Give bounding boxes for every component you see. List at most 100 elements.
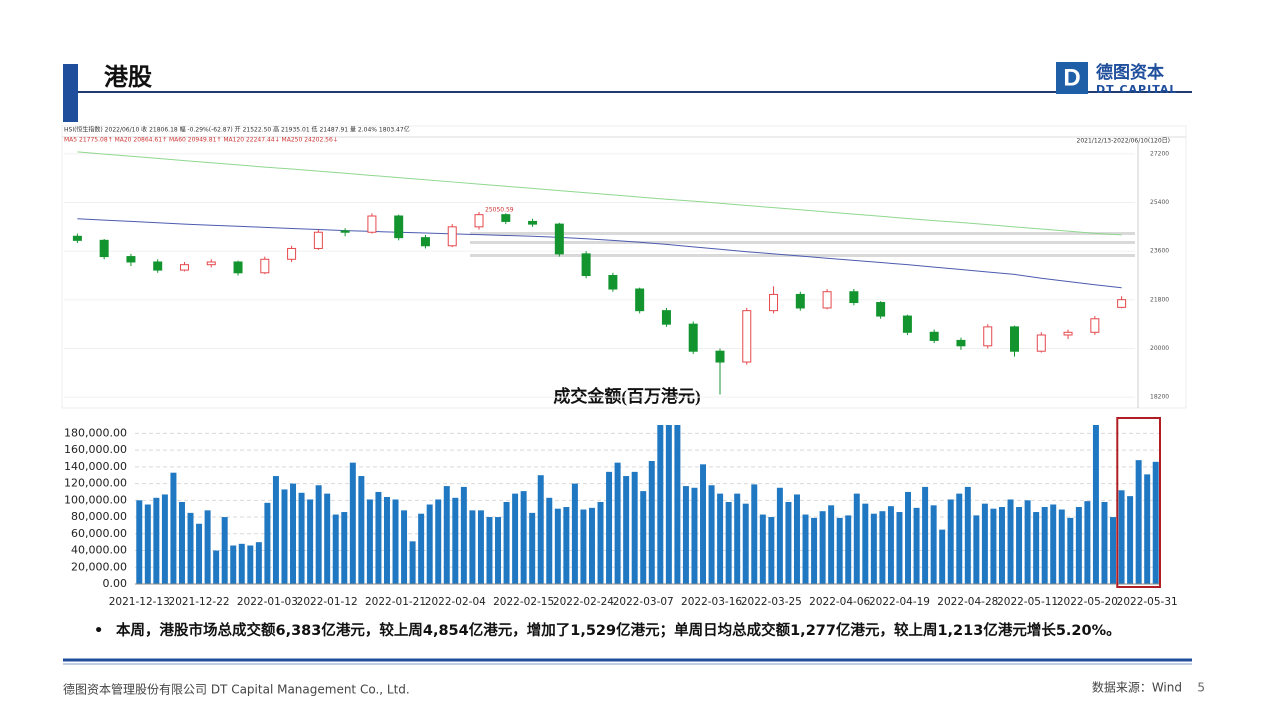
bar xyxy=(571,483,578,584)
bar xyxy=(221,517,228,584)
logo-letter: D xyxy=(1063,64,1080,91)
bar xyxy=(341,512,348,584)
bar xyxy=(409,541,416,584)
candle-info: HSI(恒生指数) 2022/06/10 收 21806.18 幅 -0.29%… xyxy=(64,126,410,134)
bar xyxy=(742,503,749,584)
bar xyxy=(964,486,971,584)
bars xyxy=(136,425,1159,584)
bar xyxy=(930,505,937,584)
y-tick-label: 80,000.00 xyxy=(71,510,127,523)
bar xyxy=(178,501,185,584)
bar xyxy=(990,508,997,584)
ma-legend: MA5 21775.08↑ MA20 20864.61↑ MA60 20949.… xyxy=(64,137,338,144)
bar xyxy=(1135,460,1142,584)
bar xyxy=(315,485,322,584)
x-tick-label: 2022-02-15 xyxy=(493,596,554,608)
bar xyxy=(1033,512,1040,584)
bar xyxy=(1075,507,1082,584)
highlight-box xyxy=(1116,417,1161,588)
candle-body xyxy=(902,315,912,333)
bar xyxy=(751,484,758,584)
y-tick-label: 100,000.00 xyxy=(64,493,127,506)
bar xyxy=(332,514,339,584)
bar xyxy=(717,493,724,584)
candle-body xyxy=(99,239,109,258)
x-tick-label: 2022-02-24 xyxy=(553,596,614,608)
bar xyxy=(230,545,237,584)
bar xyxy=(870,513,877,584)
y-tick-label: 120,000.00 xyxy=(64,477,127,490)
bar xyxy=(1084,501,1091,584)
bar xyxy=(785,501,792,584)
logo-cn: 德图资本 xyxy=(1096,62,1164,83)
bar xyxy=(725,501,732,584)
candle-body xyxy=(72,235,82,241)
bar xyxy=(768,517,775,584)
candle-body xyxy=(474,214,484,228)
bar xyxy=(503,501,510,584)
candle-body xyxy=(795,293,805,309)
bar xyxy=(1118,490,1125,584)
bar xyxy=(665,425,672,584)
bar xyxy=(452,497,459,584)
y-tick-label: 160,000.00 xyxy=(64,443,127,456)
bar xyxy=(913,507,920,584)
bar xyxy=(862,503,869,584)
logo-en: DT CAPITAL xyxy=(1096,83,1177,96)
bar xyxy=(512,493,519,584)
x-tick-label: 2022-01-03 xyxy=(237,596,298,608)
candle-body xyxy=(313,231,323,249)
bar xyxy=(443,486,450,584)
y-tick-label: 40,000.00 xyxy=(71,544,127,557)
bar xyxy=(486,517,493,584)
bar xyxy=(358,476,365,584)
bar xyxy=(298,492,305,584)
bar xyxy=(1050,504,1057,584)
bar xyxy=(383,496,390,584)
bar xyxy=(247,545,254,584)
bar xyxy=(614,462,621,584)
bar xyxy=(776,487,783,584)
bar xyxy=(1058,509,1065,584)
bar xyxy=(836,517,843,584)
bar xyxy=(1101,501,1108,584)
candle-body xyxy=(715,350,725,363)
bar xyxy=(853,493,860,584)
bar xyxy=(495,517,502,584)
candle-body xyxy=(1010,326,1020,352)
bar xyxy=(290,483,297,584)
y-tick-label: 60,000.00 xyxy=(71,527,127,540)
x-tick-label: 2021-12-22 xyxy=(169,596,230,608)
candle-body xyxy=(608,275,618,290)
y-tick-label: 0.00 xyxy=(103,577,128,590)
bar xyxy=(1007,499,1014,584)
bar xyxy=(537,475,544,584)
bar xyxy=(657,425,664,584)
candle-body xyxy=(153,261,163,271)
date-range: 2021/12/13-2022/06/10(120日) xyxy=(1077,138,1170,145)
bar xyxy=(1152,461,1159,584)
x-tick-label: 2022-04-28 xyxy=(937,596,998,608)
y-tick-label: 25400 xyxy=(1150,199,1169,206)
bar xyxy=(281,489,288,584)
y-tick-label: 27200 xyxy=(1150,150,1169,157)
candle-body xyxy=(688,323,698,352)
bar xyxy=(648,460,655,584)
bar xyxy=(956,493,963,584)
bar xyxy=(828,505,835,584)
bar xyxy=(196,523,203,584)
ma-line xyxy=(77,218,1122,289)
bar xyxy=(401,510,408,584)
bar xyxy=(631,471,638,584)
candle-body xyxy=(1036,334,1046,352)
x-tick-label: 2022-03-16 xyxy=(681,596,742,608)
bar xyxy=(213,550,220,584)
bar xyxy=(546,497,553,584)
candle-body xyxy=(742,310,752,363)
candle-body xyxy=(661,310,671,325)
bar xyxy=(392,499,399,584)
candle-body xyxy=(822,291,832,309)
x-tick-label: 2022-05-11 xyxy=(997,596,1058,608)
